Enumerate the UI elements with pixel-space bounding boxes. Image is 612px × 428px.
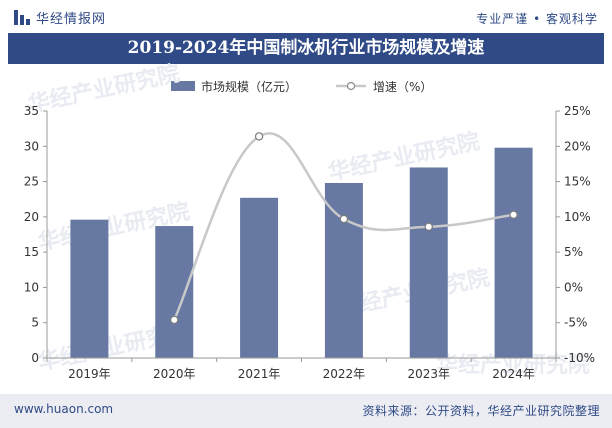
growth-point xyxy=(254,132,264,141)
watermark-text: 华经产业研究院 xyxy=(326,128,482,185)
y-right-tick-label: 10% xyxy=(564,210,591,224)
y-right-tick-label: 5% xyxy=(564,245,583,259)
bar xyxy=(409,167,448,358)
legend-line-swatch xyxy=(336,81,366,91)
y-left-tick-label: 20 xyxy=(24,210,39,224)
x-tick-label: 2022年 xyxy=(323,367,366,381)
growth-point xyxy=(170,315,179,325)
top-bar: 华经情报网 专业严谨 • 客观科学 xyxy=(0,0,612,34)
footer-source: 资料来源：公开资料，华经产业研究院整理 xyxy=(362,404,600,418)
brand[interactable]: 华经情报网 xyxy=(14,8,106,27)
growth-point xyxy=(424,222,433,231)
y-right-tick-label: 25% xyxy=(564,104,591,118)
y-left-tick-label: 10 xyxy=(24,280,39,294)
bar xyxy=(240,197,279,358)
y-left-tick-label: 15 xyxy=(24,245,39,259)
y-right-tick-label: 15% xyxy=(564,175,591,189)
bar xyxy=(494,147,533,358)
watermark-text: 华经产业研究院 xyxy=(26,60,182,117)
footer-url-link[interactable]: www.huaon.com xyxy=(14,402,114,416)
x-tick-label: 2024年 xyxy=(492,367,535,381)
y-right-tick-label: -5% xyxy=(564,316,587,330)
bar xyxy=(70,219,109,358)
y-right-tick-label: 0% xyxy=(564,280,583,294)
legend-line-label: 增速（%） xyxy=(373,80,433,94)
legend-bar-swatch xyxy=(171,81,195,91)
y-left-tick-label: 35 xyxy=(24,104,39,118)
y-right-tick-label: 20% xyxy=(564,139,591,153)
brand-logo-icon xyxy=(14,10,30,25)
x-tick-label: 2021年 xyxy=(238,367,281,381)
y-left-tick-label: 5 xyxy=(31,316,39,330)
x-tick-label: 2023年 xyxy=(407,367,450,381)
growth-point xyxy=(339,214,349,224)
x-tick-label: 2020年 xyxy=(153,367,196,381)
bar xyxy=(155,226,194,358)
bar xyxy=(324,182,363,358)
chart-title: 2019-2024年中国制冰机行业市场规模及增速 xyxy=(8,33,604,64)
y-left-tick-label: 0 xyxy=(31,351,39,365)
tagline: 专业严谨 • 客观科学 xyxy=(476,12,598,26)
growth-line xyxy=(173,132,514,321)
combo-chart: 华经产业研究院 华经产业研究院 华经产业研究院 华经产业研究院 华经产业研究院 … xyxy=(24,60,595,381)
brand-name: 华经情报网 xyxy=(36,12,107,27)
legend-bar-label: 市场规模（亿元） xyxy=(201,80,298,94)
y-left-tick-label: 25 xyxy=(24,175,39,189)
footer: www.huaon.com 资料来源：公开资料，华经产业研究院整理 xyxy=(0,394,612,428)
growth-point xyxy=(509,210,518,219)
chart-legend: 市场规模（亿元） 增速（%） xyxy=(0,77,612,95)
y-right-tick-label: -10% xyxy=(564,351,595,365)
x-tick-label: 2019年 xyxy=(68,367,111,381)
y-left-tick-label: 30 xyxy=(24,139,39,153)
